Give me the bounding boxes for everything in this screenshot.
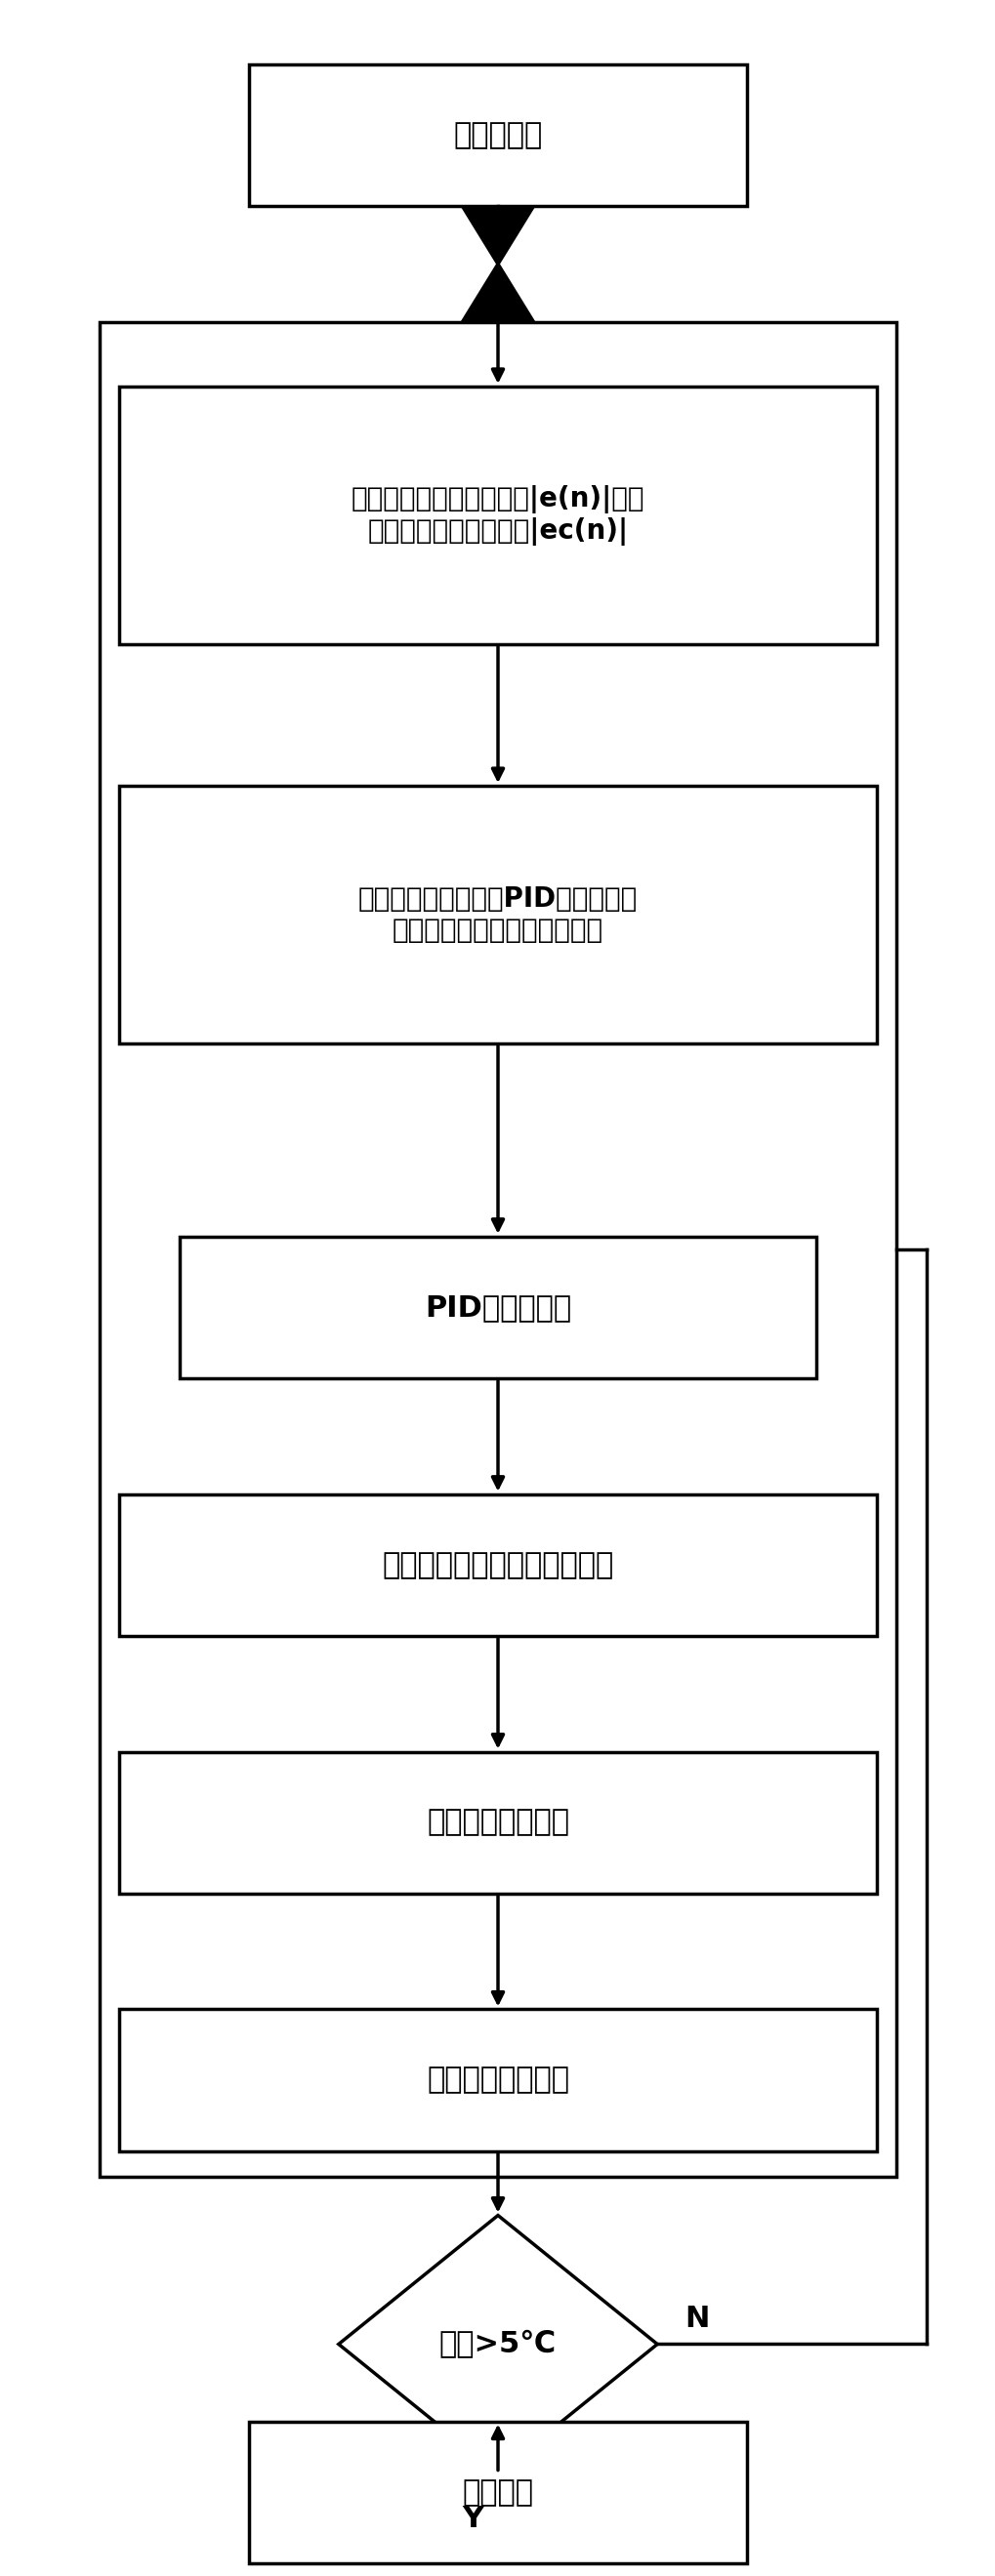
Polygon shape	[463, 209, 532, 319]
Text: 采用模糊推理方法对PID控制器所要
使用的控制参数进行在线整定: 采用模糊推理方法对PID控制器所要 使用的控制参数进行在线整定	[358, 886, 637, 943]
Text: 计算出温度偏差的绝对值|e(n)|与温
度偏差变化率的绝对值|ec(n)|: 计算出温度偏差的绝对值|e(n)|与温 度偏差变化率的绝对值|ec(n)|	[351, 484, 644, 546]
Text: 温差>5℃: 温差>5℃	[439, 2329, 556, 2360]
FancyBboxPatch shape	[119, 1752, 876, 1893]
Text: PID参数自整定: PID参数自整定	[424, 1293, 571, 1321]
Text: 多温区均温性分析: 多温区均温性分析	[426, 2066, 569, 2094]
Text: 多温区均温性检测: 多温区均温性检测	[426, 1808, 569, 1837]
FancyBboxPatch shape	[249, 2421, 746, 2563]
FancyBboxPatch shape	[119, 1494, 876, 1636]
Text: N: N	[685, 2306, 708, 2331]
Text: 实现对真空退火炉的加热控制: 实现对真空退火炉的加热控制	[382, 1551, 613, 1579]
Text: 数据初始化: 数据初始化	[453, 121, 542, 149]
FancyBboxPatch shape	[119, 2009, 876, 2151]
FancyBboxPatch shape	[179, 1236, 816, 1378]
FancyBboxPatch shape	[119, 786, 876, 1043]
FancyBboxPatch shape	[119, 386, 876, 644]
Polygon shape	[338, 2215, 657, 2473]
Text: 局部调整: 局部调整	[462, 2478, 533, 2506]
FancyBboxPatch shape	[249, 64, 746, 206]
Text: Y: Y	[462, 2506, 484, 2532]
